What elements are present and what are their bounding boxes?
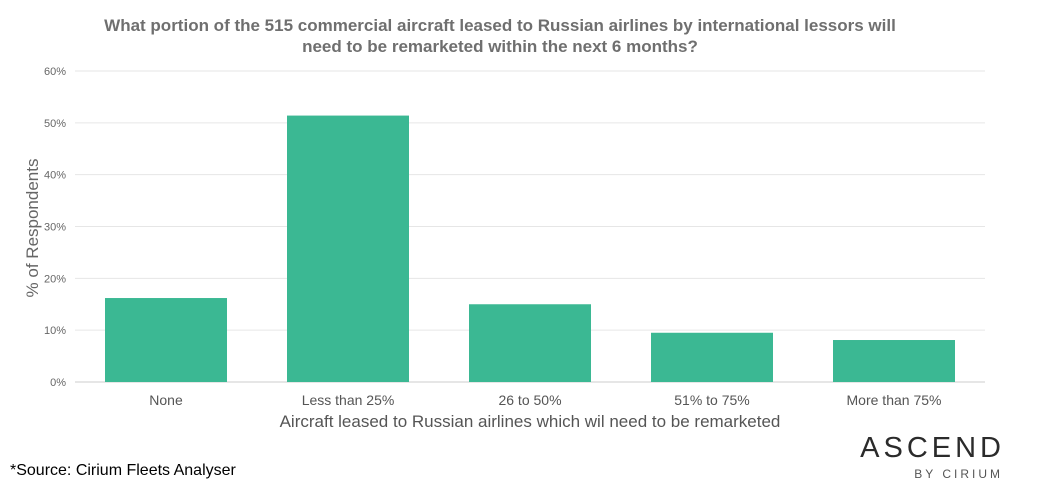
cirium-logo-subtitle: BY CIRIUM: [914, 467, 1003, 481]
x-tick-label: 51% to 75%: [674, 392, 750, 408]
bar: [287, 115, 409, 383]
y-tick-label: 20%: [44, 273, 66, 285]
y-axis-label: % of Respondents: [23, 159, 42, 298]
y-tick-label: 30%: [44, 222, 66, 234]
chart-title-line-2: need to be remarketed within the next 6 …: [302, 37, 698, 56]
y-tick-label: 50%: [44, 118, 66, 130]
y-tick-label: 60%: [44, 66, 66, 78]
x-axis-ticks: None Less than 25% 26 to 50% 51% to 75% More…: [149, 392, 941, 408]
ascend-logo: ASCEND: [860, 432, 1005, 464]
y-tick-label: 40%: [44, 170, 66, 182]
x-tick-label: 26 to 50%: [498, 392, 561, 408]
x-axis-label: Aircraft leased to Russian airlines whic…: [280, 412, 781, 431]
x-tick-label: More than 75%: [847, 392, 942, 408]
bar: [469, 304, 591, 382]
x-tick-label: Less than 25%: [302, 392, 395, 408]
bar: [833, 340, 955, 382]
bars: [105, 115, 955, 383]
y-axis-ticks: 0% 10% 20% 30% 40% 50% 60%: [44, 66, 66, 389]
bar: [105, 298, 227, 382]
bar: [651, 332, 773, 382]
x-tick-label: None: [149, 392, 183, 408]
y-tick-label: 0%: [50, 377, 66, 389]
source-note: *Source: Cirium Fleets Analyser: [10, 462, 236, 479]
chart-title-line-1: What portion of the 515 commercial aircr…: [104, 16, 896, 35]
y-tick-label: 10%: [44, 325, 66, 337]
